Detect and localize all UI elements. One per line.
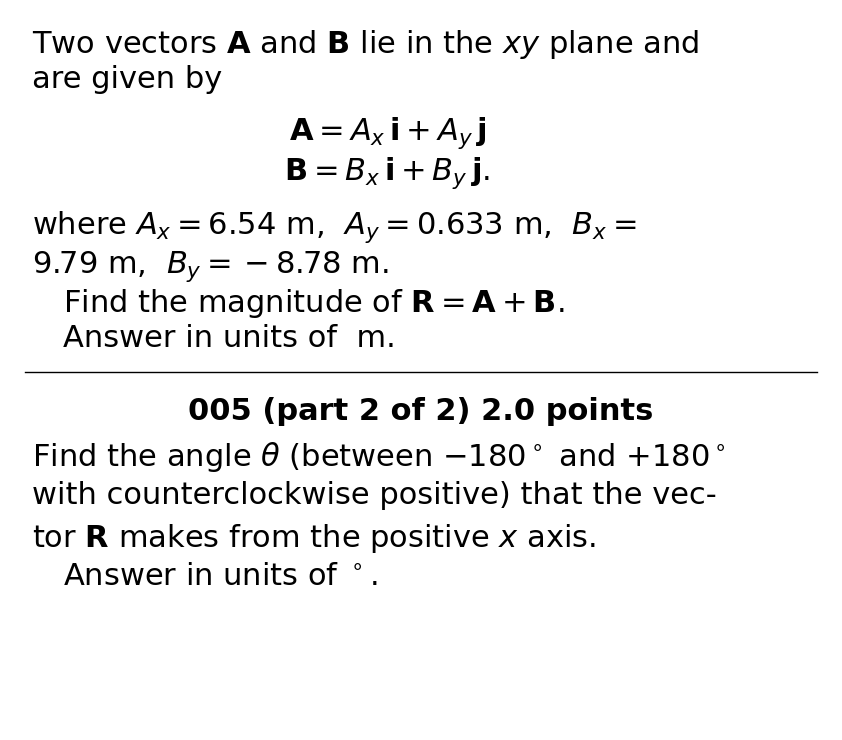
Text: Answer in units of $^\circ$.: Answer in units of $^\circ$. [63, 562, 378, 591]
Text: $\mathbf{B} = B_x\,\mathbf{i} + B_y\,\mathbf{j}.$: $\mathbf{B} = B_x\,\mathbf{i} + B_y\,\ma… [285, 155, 490, 192]
Text: Find the magnitude of $\mathbf{R} = \mathbf{A} + \mathbf{B}$.: Find the magnitude of $\mathbf{R} = \mat… [63, 287, 565, 320]
Text: with counterclockwise positive) that the vec-: with counterclockwise positive) that the… [32, 481, 717, 510]
Text: tor $\mathbf{R}$ makes from the positive $x$ axis.: tor $\mathbf{R}$ makes from the positive… [32, 522, 596, 555]
Text: Answer in units of  m.: Answer in units of m. [63, 324, 396, 353]
Text: where $A_x = 6.54$ m,  $A_y = 0.633$ m,  $B_x =$: where $A_x = 6.54$ m, $A_y = 0.633$ m, $… [32, 209, 637, 245]
Text: Find the angle $\theta$ (between $-180^\circ$ and $+180^\circ$: Find the angle $\theta$ (between $-180^\… [32, 440, 726, 474]
Text: are given by: are given by [32, 65, 222, 94]
Text: Two vectors $\mathbf{A}$ and $\mathbf{B}$ lie in the $xy$ plane and: Two vectors $\mathbf{A}$ and $\mathbf{B}… [32, 28, 699, 61]
Text: $9.79$ m,  $B_y = -8.78$ m.: $9.79$ m, $B_y = -8.78$ m. [32, 249, 389, 284]
Text: 005 (part 2 of 2) 2.0 points: 005 (part 2 of 2) 2.0 points [189, 397, 653, 426]
Text: $\mathbf{A} = A_x\,\mathbf{i} + A_y\,\mathbf{j}$: $\mathbf{A} = A_x\,\mathbf{i} + A_y\,\ma… [289, 115, 486, 151]
